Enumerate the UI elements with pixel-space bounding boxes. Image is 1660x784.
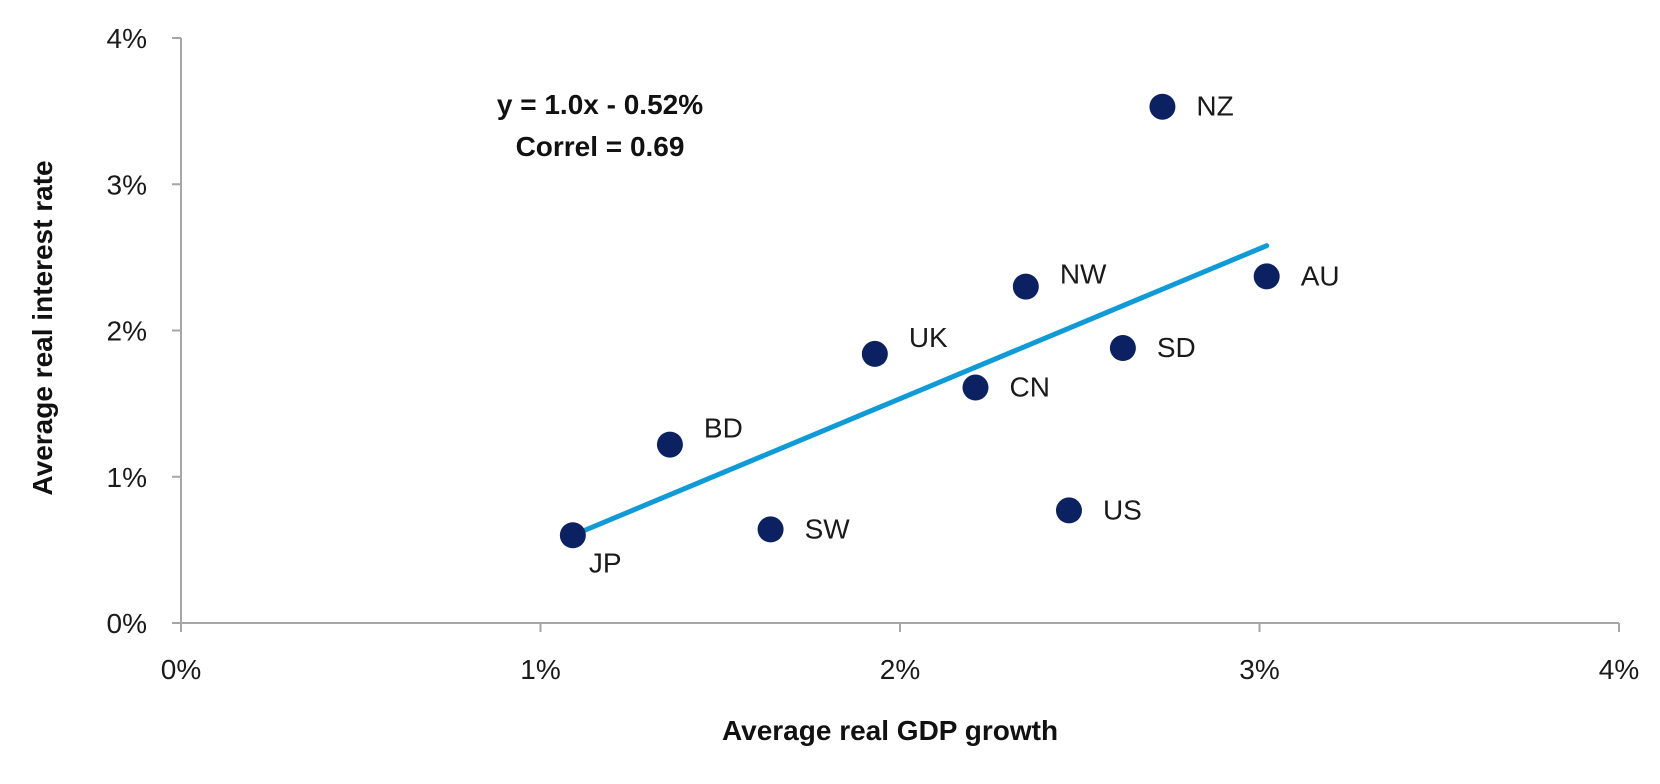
equation-annotation: y = 1.0x - 0.52%: [497, 89, 703, 120]
data-point-sd: [1109, 335, 1136, 362]
y-tick-label: 3%: [107, 169, 147, 200]
x-axis-title: Average real GDP growth: [722, 715, 1058, 746]
points-group: JP BD SW UK CN NW US SD NZ AU: [559, 91, 1340, 578]
y-tick-label: 1%: [107, 462, 147, 493]
data-point-uk: [861, 340, 888, 367]
x-tick-label: 3%: [1239, 654, 1279, 685]
point-label-us: US: [1103, 494, 1142, 525]
point-label-cn: CN: [1009, 372, 1049, 403]
data-point-sw: [757, 516, 784, 543]
data-point-bd: [656, 431, 683, 458]
point-label-sd: SD: [1157, 332, 1196, 363]
x-tick-label: 2%: [880, 654, 920, 685]
data-point-au: [1253, 263, 1280, 290]
point-label-sw: SW: [805, 513, 851, 544]
y-tick-label: 0%: [107, 608, 147, 639]
data-point-nz: [1149, 93, 1176, 120]
correlation-annotation: Correl = 0.69: [516, 131, 685, 162]
data-point-cn: [962, 374, 989, 401]
y-tick-label: 2%: [107, 316, 147, 347]
x-tick-label: 1%: [520, 654, 560, 685]
axes: 0% 1% 2% 3% 4% 0% 1% 2% 3% 4%: [107, 23, 1640, 685]
data-point-us: [1055, 497, 1082, 524]
trendline-group: [570, 243, 1270, 538]
x-tick-label: 4%: [1599, 654, 1639, 685]
x-tick-label: 0%: [161, 654, 201, 685]
trendline: [570, 243, 1270, 538]
point-label-au: AU: [1301, 260, 1340, 291]
data-point-nw: [1012, 273, 1039, 300]
point-label-nw: NW: [1060, 259, 1107, 290]
y-axis-title: Average real interest rate: [27, 160, 58, 495]
y-tick-label: 4%: [107, 23, 147, 54]
data-point-jp: [559, 522, 586, 549]
point-label-bd: BD: [704, 413, 743, 444]
point-label-jp: JP: [589, 547, 622, 578]
point-label-nz: NZ: [1196, 91, 1233, 122]
point-label-uk: UK: [909, 322, 948, 353]
